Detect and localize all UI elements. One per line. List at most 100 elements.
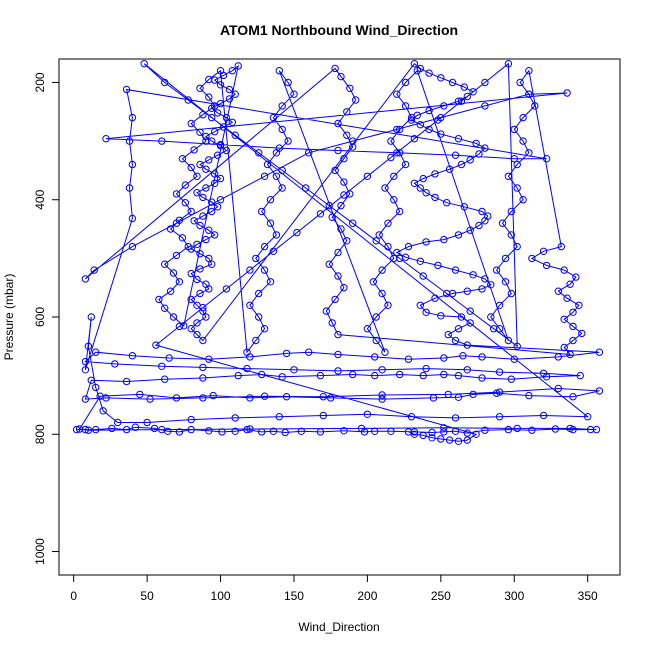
data-point xyxy=(422,238,430,246)
data-point xyxy=(349,370,357,379)
data-point xyxy=(255,149,263,157)
data-point xyxy=(451,414,460,422)
data-point xyxy=(454,97,463,105)
data-point xyxy=(175,428,184,436)
data-point xyxy=(437,435,445,443)
data-point xyxy=(99,407,107,415)
data-point xyxy=(334,330,342,339)
data-point xyxy=(278,373,286,381)
data-point xyxy=(284,137,292,145)
data-point xyxy=(340,284,348,292)
data-point xyxy=(284,78,292,87)
data-point xyxy=(375,231,383,239)
data-point xyxy=(463,436,471,444)
data-point xyxy=(490,325,498,333)
data-point xyxy=(401,160,410,169)
data-point xyxy=(440,424,448,432)
data-point xyxy=(234,62,242,70)
data-point xyxy=(410,179,419,188)
data-point xyxy=(528,426,536,434)
data-point xyxy=(161,260,169,268)
data-point xyxy=(340,191,348,199)
data-point xyxy=(576,371,584,380)
data-point xyxy=(495,413,504,421)
data-point xyxy=(199,374,207,382)
data-point xyxy=(510,125,518,134)
data-point xyxy=(181,181,190,189)
data-point xyxy=(260,325,269,333)
data-point xyxy=(407,116,416,124)
data-point xyxy=(290,90,298,98)
data-point xyxy=(349,137,357,145)
data-point xyxy=(331,166,339,175)
data-point xyxy=(216,174,225,183)
data-point xyxy=(122,377,131,386)
plot-box xyxy=(58,58,621,576)
data-point xyxy=(444,330,452,339)
data-point xyxy=(196,84,204,93)
data-point xyxy=(196,221,204,230)
data-point xyxy=(352,96,360,104)
data-point xyxy=(178,155,187,163)
data-point xyxy=(363,325,372,333)
data-point xyxy=(328,319,336,327)
data-point xyxy=(448,78,457,87)
data-point xyxy=(305,348,313,356)
data-point xyxy=(209,391,217,400)
x-tick-label: 250 xyxy=(431,589,451,603)
data-point xyxy=(208,137,216,145)
data-point xyxy=(357,424,366,433)
data-point xyxy=(501,278,510,286)
data-point xyxy=(152,341,160,349)
data-point xyxy=(560,266,568,274)
data-point xyxy=(319,393,327,401)
data-point xyxy=(196,289,204,298)
series-line xyxy=(76,62,600,442)
data-point xyxy=(128,160,137,169)
data-point xyxy=(205,355,213,363)
x-tick-label: 350 xyxy=(578,589,598,603)
data-point xyxy=(199,394,207,402)
data-point xyxy=(393,248,401,257)
data-point xyxy=(269,247,278,256)
data-point xyxy=(208,113,216,122)
data-point xyxy=(349,219,357,227)
data-point xyxy=(222,146,231,155)
data-point xyxy=(454,325,463,333)
data-point xyxy=(422,308,430,316)
data-point xyxy=(525,90,533,98)
data-point xyxy=(478,207,486,216)
data-point xyxy=(381,348,389,356)
x-tick-label: 0 xyxy=(70,589,77,603)
x-axis-label: Wind_Direction xyxy=(298,620,379,634)
data-point xyxy=(454,135,463,143)
data-point xyxy=(316,371,325,380)
data-point xyxy=(378,266,386,274)
data-point xyxy=(266,196,275,204)
data-point xyxy=(202,280,210,288)
data-point xyxy=(136,390,144,399)
data-point xyxy=(231,427,239,435)
data-point xyxy=(125,184,134,192)
x-tick-label: 100 xyxy=(211,589,231,603)
data-point xyxy=(404,428,413,436)
data-point xyxy=(196,128,204,137)
data-point xyxy=(102,135,110,143)
data-point xyxy=(371,371,379,380)
data-point xyxy=(349,143,357,151)
data-point xyxy=(331,64,339,73)
data-point xyxy=(454,371,463,380)
data-point xyxy=(560,315,568,323)
data-point xyxy=(575,301,583,309)
data-point xyxy=(246,266,254,274)
data-point xyxy=(396,254,404,263)
data-point xyxy=(513,160,521,169)
data-point xyxy=(578,329,586,338)
data-point xyxy=(196,160,204,169)
data-point xyxy=(390,196,398,204)
data-point xyxy=(346,84,354,93)
data-point xyxy=(199,193,207,202)
data-point xyxy=(584,413,592,421)
data-point xyxy=(193,189,201,197)
data-point xyxy=(429,394,438,402)
